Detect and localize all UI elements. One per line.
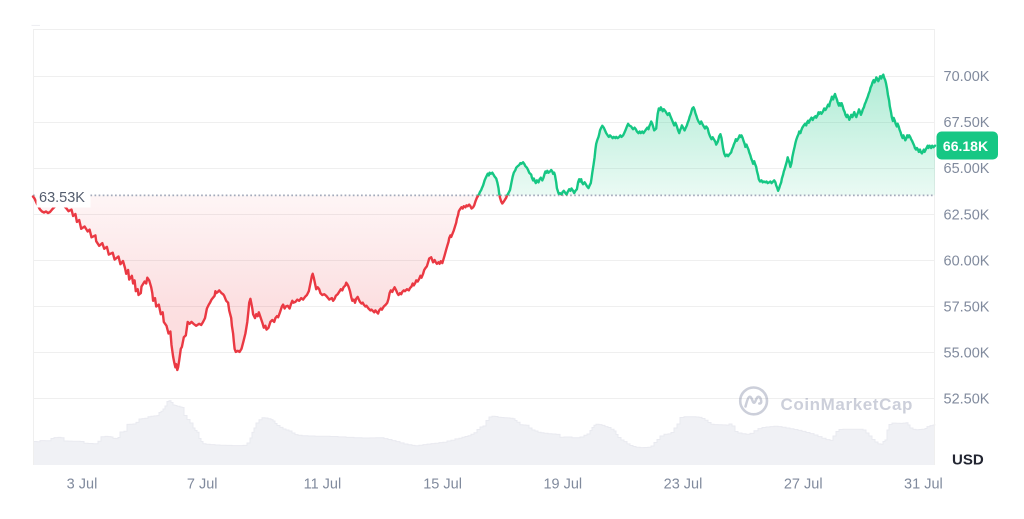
- svg-text:60.00K: 60.00K: [944, 253, 990, 269]
- svg-text:63.53K: 63.53K: [39, 190, 85, 206]
- svg-text:57.50K: 57.50K: [944, 299, 990, 315]
- svg-text:USD: USD: [952, 452, 984, 469]
- svg-text:62.50K: 62.50K: [944, 207, 990, 223]
- svg-text:7 Jul: 7 Jul: [187, 477, 218, 493]
- svg-text:3 Jul: 3 Jul: [67, 477, 98, 493]
- svg-text:23 Jul: 23 Jul: [664, 477, 703, 493]
- svg-text:19 Jul: 19 Jul: [543, 477, 582, 493]
- svg-text:65.00K: 65.00K: [944, 161, 990, 177]
- svg-text:CoinMarketCap: CoinMarketCap: [781, 395, 914, 414]
- svg-text:27 Jul: 27 Jul: [784, 477, 823, 493]
- svg-text:31 Jul: 31 Jul: [904, 477, 943, 493]
- svg-text:11 Jul: 11 Jul: [304, 477, 342, 493]
- svg-text:52.50K: 52.50K: [944, 392, 990, 408]
- svg-text:15 Jul: 15 Jul: [423, 477, 462, 493]
- svg-text:66.18K: 66.18K: [943, 138, 988, 154]
- svg-text:70.00K: 70.00K: [944, 69, 990, 85]
- svg-text:67.50K: 67.50K: [944, 115, 990, 131]
- svg-text:55.00K: 55.00K: [944, 346, 990, 362]
